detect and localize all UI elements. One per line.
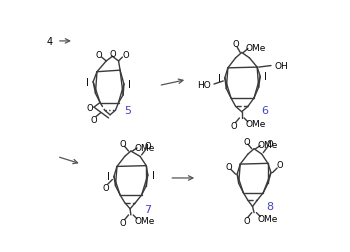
Text: 8: 8 [266,202,273,212]
Text: OMe: OMe [134,143,155,152]
Text: OMe: OMe [258,141,278,150]
Text: O: O [103,184,110,193]
Text: O: O [225,162,232,171]
Text: 7: 7 [144,204,151,214]
Text: O: O [243,137,250,146]
Text: O: O [232,40,239,49]
Text: 5: 5 [124,106,131,116]
Text: OH: OH [274,62,288,71]
Text: O: O [266,139,273,148]
Text: I: I [264,72,267,82]
Text: I: I [128,80,131,90]
Text: I: I [152,170,155,180]
Text: I: I [218,74,221,84]
Text: OMe: OMe [258,214,278,223]
Text: OMe: OMe [245,44,266,53]
Text: 4: 4 [47,37,53,47]
Text: I: I [86,77,89,87]
Text: O: O [87,103,93,112]
Text: O: O [122,51,129,60]
Text: O: O [120,218,126,227]
Text: O: O [91,115,97,124]
Text: O: O [231,122,237,131]
Text: I: I [107,172,110,182]
Text: O: O [276,161,283,170]
Text: 6: 6 [261,106,268,116]
Text: O: O [109,50,116,58]
Text: OMe: OMe [245,119,266,128]
Text: HO: HO [197,80,211,89]
Text: OMe: OMe [134,216,155,225]
Text: O: O [243,216,250,225]
Text: O: O [145,142,151,150]
Text: O: O [96,50,103,59]
Text: O: O [120,139,126,148]
